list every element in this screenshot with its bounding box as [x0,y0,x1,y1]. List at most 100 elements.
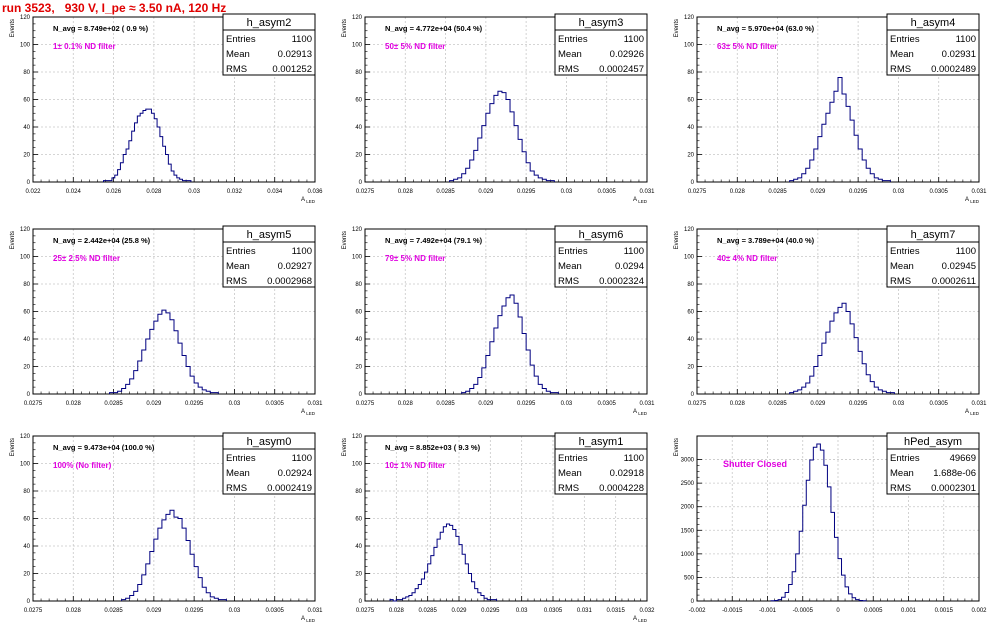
y-tick-label: 60 [355,98,362,104]
stats-title: h_asym6 [579,229,624,241]
stats-key: Mean [558,468,582,479]
x-tick-label: 0.028 [730,189,746,195]
stats-value: 0.0002324 [599,276,644,287]
stats-value: 0.02927 [278,261,312,272]
x-tick-label: 0.028 [66,608,82,614]
stats-key: Mean [890,261,914,272]
y-tick-label: 0 [27,392,31,398]
y-tick-label: 100 [20,462,31,468]
x-tick-label: 0.0285 [104,401,123,407]
x-axis-title: A LED [633,197,648,204]
stats-value: 0.02913 [278,49,312,60]
stats-value: 0.0002419 [267,483,312,494]
stats-title: h_asym5 [247,229,292,241]
x-tick-label: 0.0015 [935,608,954,614]
stats-value: 0.02918 [610,468,644,479]
y-tick-label: 120 [684,227,695,233]
x-tick-label: 0.031 [971,189,987,195]
y-tick-label: 120 [20,434,31,440]
x-tick-label: -0.002 [688,608,706,614]
y-tick-label: 3000 [681,458,695,464]
histogram-panel-h_asym3: 0.0275 0.028 0.0285 0.029 0.0295 0.03 0.0305 0.… [342,13,655,204]
stats-box [886,225,980,288]
histogram-series [109,309,219,394]
stats-key: Entries [890,246,920,257]
y-tick-label: 80 [355,70,362,76]
y-axis-title: Events [342,231,348,249]
y-tick-label: 40 [23,544,30,550]
stats-box [222,13,316,76]
stats-value: 1100 [292,453,312,464]
stats-key: RMS [890,64,911,75]
stats-key: Entries [226,34,256,45]
stats-value: 0.001252 [272,64,312,75]
x-tick-label: 0.0275 [356,189,375,195]
x-axis-title: A LED [965,409,980,416]
y-axis-title: Events [674,231,680,249]
x-tick-label: 0.0285 [104,608,123,614]
x-axis-title: A LED [965,197,980,204]
x-tick-label: 0.0275 [688,189,707,195]
stats-box [554,225,648,288]
stats-title: h_asym1 [579,436,624,448]
x-tick-label: 0.001 [901,608,917,614]
y-axis-title: Events [10,438,16,456]
stats-title: h_asym0 [247,436,292,448]
y-tick-label: 80 [355,282,362,288]
histogram-panel-h_asym6: 0.0275 0.028 0.0285 0.029 0.0295 0.03 0.0305 0.… [342,225,655,416]
y-tick-label: 0 [27,599,31,605]
stats-value: 1100 [292,34,312,45]
stats-key: RMS [890,276,911,287]
stats-value: 0.0002611 [932,276,976,287]
y-tick-label: 40 [23,337,30,343]
y-tick-label: 2000 [681,505,695,511]
stats-title: h_asym4 [911,17,956,29]
stats-box [222,225,316,288]
x-tick-label: 0.0275 [24,401,43,407]
y-tick-label: 60 [687,310,694,316]
x-tick-label: 0.029 [810,189,826,195]
x-tick-label: 0.029 [478,189,494,195]
y-tick-label: 40 [23,125,30,131]
filter-label: 1± 0.1% ND filter [53,42,116,51]
stats-key: Entries [890,34,920,45]
y-tick-label: 40 [687,337,694,343]
histogram-panel-h_asym0: 0.0275 0.028 0.0285 0.029 0.0295 0.03 0.0305 0.… [10,432,323,622]
x-tick-label: 0.032 [639,608,655,614]
stats-value: 1100 [292,246,312,257]
y-tick-label: 80 [687,282,694,288]
y-tick-label: 20 [687,153,694,159]
y-tick-label: 120 [684,15,695,21]
x-tick-label: 0.029 [146,608,162,614]
histogram-panel-h_asym4: 0.0275 0.028 0.0285 0.029 0.0295 0.03 0.0305 0.… [674,13,987,204]
x-tick-label: 0.026 [106,189,122,195]
y-tick-label: 100 [684,255,695,261]
x-tick-label: 0.0305 [266,401,285,407]
x-tick-label: 0.0295 [481,608,500,614]
x-tick-label: 0.0305 [930,189,949,195]
histogram-series [789,77,891,182]
stats-value: 1100 [956,246,976,257]
x-tick-label: 0.0295 [185,401,204,407]
y-tick-label: 1000 [681,552,695,558]
navg-label: N_avg = 8.749e+02 ( 0.9 %) [53,24,149,33]
x-tick-label: 0.0275 [356,401,375,407]
x-tick-label: 0.031 [639,401,655,407]
stats-value: 0.02945 [942,261,976,272]
stats-box [886,13,980,76]
histogram-series [449,90,555,182]
y-tick-label: 60 [687,98,694,104]
y-tick-label: 0 [359,392,363,398]
x-tick-label: 0.028 [730,401,746,407]
filter-label: 100% (No filter) [53,461,112,470]
histogram-series [461,294,559,394]
stats-key: Mean [226,49,250,60]
navg-label: N_avg = 8.852e+03 ( 9.3 %) [385,443,481,452]
stats-key: Mean [890,49,914,60]
y-tick-label: 100 [352,462,363,468]
stats-box [554,432,648,495]
y-tick-label: 0 [27,180,31,186]
x-tick-label: 0.029 [478,401,494,407]
x-tick-label: 0.03 [893,401,905,407]
x-tick-label: 0.0305 [544,608,563,614]
